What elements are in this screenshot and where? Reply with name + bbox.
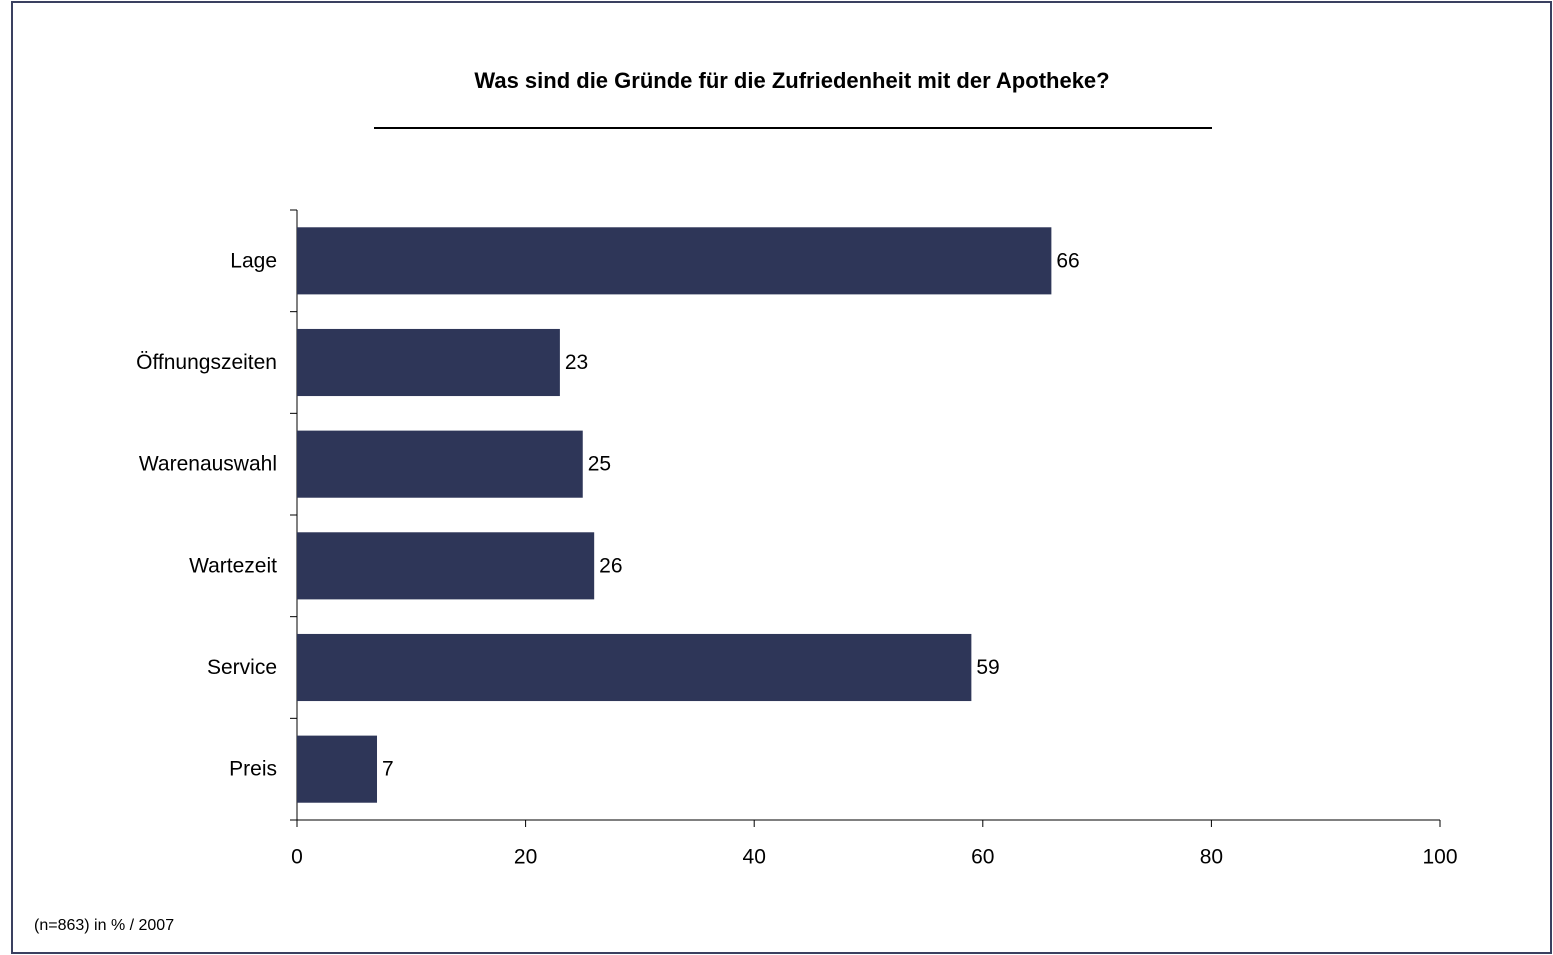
bar (297, 532, 595, 600)
x-tick-label: 40 (743, 846, 766, 869)
y-tick-label: Warenauswahl (139, 453, 277, 476)
x-tick-label: 20 (514, 846, 537, 869)
value-label: 66 (1056, 249, 1079, 272)
chart-title: Was sind die Gründe für die Zufriedenhei… (474, 68, 1109, 93)
x-tick-label: 0 (291, 846, 303, 869)
x-tick-label: 60 (971, 846, 994, 869)
footnote: (n=863) in % / 2007 (34, 917, 174, 934)
y-tick-label: Preis (229, 758, 277, 781)
bar (297, 633, 972, 702)
x-tick-label: 100 (1422, 846, 1457, 869)
y-tick-label: Öffnungszeiten (136, 351, 277, 374)
bar (297, 735, 378, 803)
bar (297, 227, 1052, 295)
value-label: 59 (976, 656, 999, 679)
x-tick-label: 80 (1200, 846, 1223, 869)
value-label: 23 (565, 351, 588, 374)
value-label: 25 (588, 453, 611, 476)
y-tick-label: Wartezeit (189, 554, 277, 577)
bar (297, 328, 560, 397)
bar (297, 430, 583, 498)
y-tick-label: Service (207, 656, 277, 679)
value-label: 7 (382, 758, 394, 781)
value-label: 26 (599, 554, 622, 577)
frame (11, 1, 1552, 954)
y-tick-label: Lage (230, 249, 277, 272)
